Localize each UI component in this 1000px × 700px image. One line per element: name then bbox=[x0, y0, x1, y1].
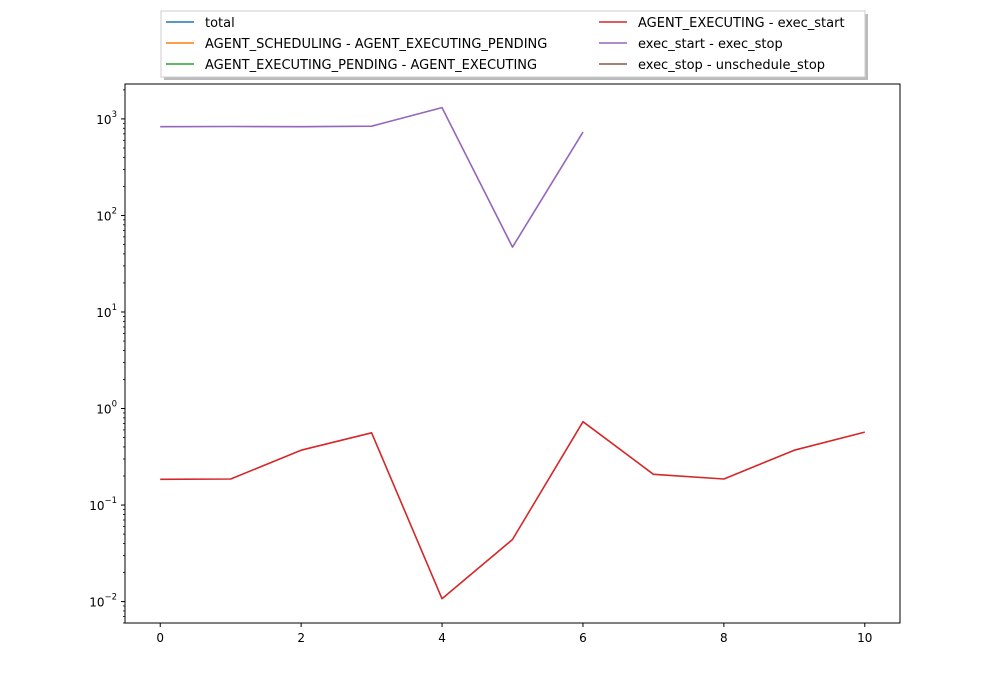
legend-label: AGENT_EXECUTING - exec_start bbox=[638, 16, 845, 31]
legend: total AGENT_SCHEDULING - AGENT_EXECUTING_… bbox=[160, 10, 868, 80]
y-tick-label: 103 bbox=[96, 110, 117, 127]
x-axis: 0 2 4 6 8 10 bbox=[156, 623, 872, 645]
x-tick-label: 10 bbox=[857, 631, 872, 645]
x-tick-label: 2 bbox=[297, 631, 305, 645]
x-tick-label: 8 bbox=[720, 631, 728, 645]
y-axis: 10−2 10−1 100 101 102 103 bbox=[89, 89, 125, 624]
y-tick-label: 10−1 bbox=[89, 496, 117, 513]
x-tick-label: 0 bbox=[156, 631, 164, 645]
legend-label: total bbox=[205, 16, 235, 31]
series-line-agent-executing-exec-start bbox=[160, 420, 865, 600]
y-tick-label: 102 bbox=[96, 206, 117, 223]
x-tick-label: 6 bbox=[579, 631, 587, 645]
legend-label: AGENT_SCHEDULING - AGENT_EXECUTING_PENDI… bbox=[205, 37, 547, 52]
plot-frame bbox=[124, 83, 901, 624]
legend-label: AGENT_EXECUTING_PENDING - AGENT_EXECUTIN… bbox=[205, 58, 537, 73]
series-line-exec-start-exec-stop bbox=[160, 106, 584, 248]
y-tick-label: 101 bbox=[96, 303, 117, 320]
plot-area bbox=[125, 84, 900, 623]
y-tick-label: 100 bbox=[96, 400, 117, 417]
x-tick-label: 4 bbox=[438, 631, 446, 645]
legend-label: exec_stop - unschedule_stop bbox=[638, 58, 825, 73]
legend-box bbox=[160, 10, 866, 78]
series-layer bbox=[160, 106, 865, 600]
y-tick-label: 10−2 bbox=[89, 593, 117, 610]
legend-label: exec_start - exec_stop bbox=[638, 37, 783, 52]
